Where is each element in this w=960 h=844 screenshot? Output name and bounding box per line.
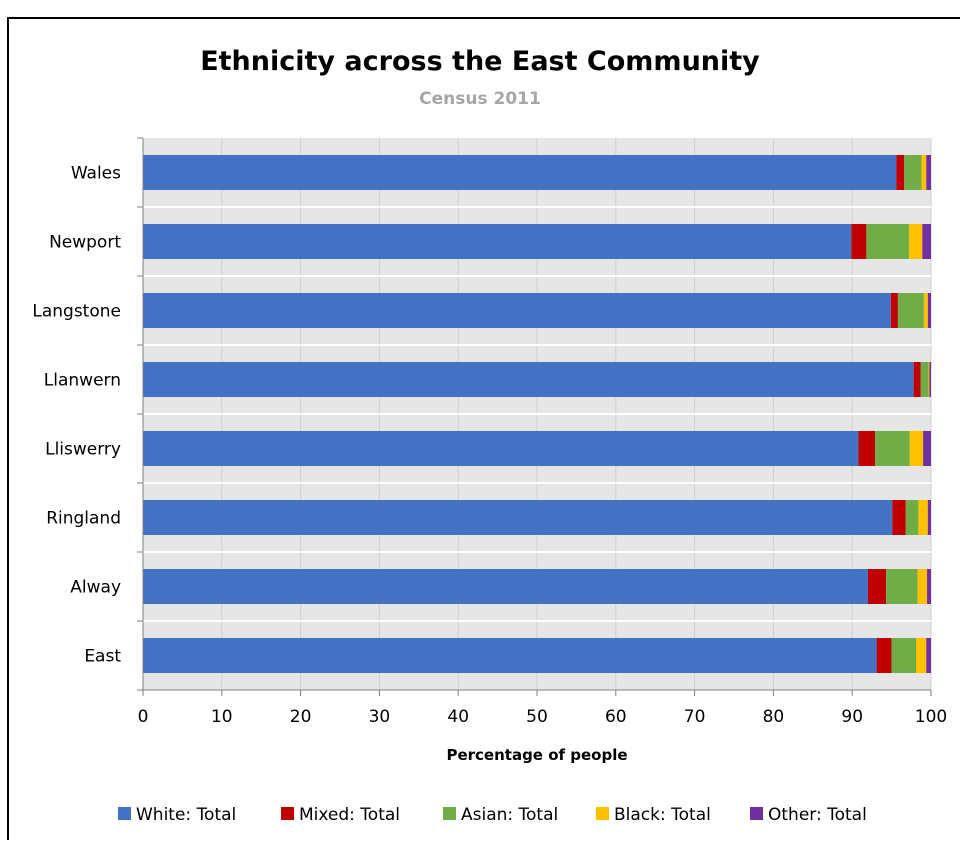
bar-newport-black	[908, 224, 923, 259]
bar-wales-mixed	[896, 155, 905, 190]
chart-subtitle: Census 2011	[419, 89, 541, 109]
bar-alway-white	[143, 569, 868, 604]
x-tick-label-70: 70	[684, 707, 706, 727]
bar-ringland-white	[143, 500, 893, 535]
bar-wales-black	[921, 155, 927, 190]
bar-alway-other	[927, 569, 931, 604]
bar-langstone-black	[923, 293, 928, 328]
bar-llanwern-black	[928, 362, 930, 397]
x-axis-label: Percentage of people	[446, 746, 627, 764]
bar-lliswerry-asian	[875, 431, 910, 466]
legend-label-white: White: Total	[136, 805, 236, 825]
bar-newport-mixed	[851, 224, 867, 259]
bar-newport-other	[922, 224, 931, 259]
bar-alway-asian	[886, 569, 918, 604]
legend-label-other: Other: Total	[768, 805, 867, 825]
y-tick-label-alway: Alway	[70, 578, 121, 598]
bar-east-mixed	[876, 638, 892, 673]
x-tick-label-20: 20	[290, 707, 312, 727]
category-band-separators	[143, 206, 931, 622]
bar-lliswerry-other	[923, 431, 931, 466]
bar-ringland-asian	[905, 500, 919, 535]
bar-llanwern-other	[929, 362, 931, 397]
bar-langstone-white	[143, 293, 891, 328]
x-tick-label-90: 90	[841, 707, 863, 727]
y-tick-label-llanwern: Llanwern	[44, 371, 121, 391]
bar-east-black	[916, 638, 927, 673]
legend-swatch-black	[596, 807, 609, 820]
bar-ringland-black	[918, 500, 928, 535]
y-tick-marks	[137, 137, 143, 691]
bar-newport-white	[143, 224, 852, 259]
x-tick-label-10: 10	[211, 707, 233, 727]
bar-wales-other	[926, 155, 931, 190]
bars	[143, 155, 931, 673]
bar-llanwern-asian	[920, 362, 929, 397]
y-tick-label-newport: Newport	[49, 233, 121, 253]
bar-llanwern-mixed	[913, 362, 921, 397]
y-tick-label-langstone: Langstone	[32, 302, 121, 322]
legend: White: Total Mixed: Total Asian: Total Blac…	[118, 805, 867, 825]
x-tick-marks	[142, 690, 932, 696]
y-tick-label-ringland: Ringland	[46, 509, 121, 529]
x-tick-labels: 0 10 20 30 40 50 60 70 80 90 100	[138, 707, 948, 727]
bar-alway-mixed	[867, 569, 887, 604]
legend-swatch-asian	[443, 807, 456, 820]
bar-ringland-other	[927, 500, 931, 535]
x-tick-label-60: 60	[605, 707, 627, 727]
bar-lliswerry-mixed	[858, 431, 876, 466]
bar-lliswerry-white	[143, 431, 859, 466]
bar-wales-white	[143, 155, 897, 190]
bar-newport-asian	[866, 224, 909, 259]
legend-swatch-other	[750, 807, 763, 820]
legend-swatch-white	[118, 807, 131, 820]
bar-east-asian	[891, 638, 917, 673]
y-tick-labels: Wales Newport Langstone Llanwern Lliswerry Ri…	[32, 164, 121, 667]
x-tick-label-30: 30	[369, 707, 391, 727]
x-tick-label-40: 40	[447, 707, 469, 727]
x-tick-label-50: 50	[526, 707, 548, 727]
bar-alway-black	[917, 569, 928, 604]
y-tick-label-east: East	[84, 647, 121, 667]
x-tick-label-80: 80	[763, 707, 785, 727]
legend-swatch-mixed	[281, 807, 294, 820]
bar-lliswerry-black	[909, 431, 924, 466]
bar-langstone-asian	[897, 293, 924, 328]
bar-langstone-mixed	[890, 293, 898, 328]
x-tick-label-100: 100	[915, 707, 947, 727]
y-tick-label-lliswerry: Lliswerry	[45, 440, 121, 460]
y-tick-label-wales: Wales	[71, 164, 121, 184]
bar-wales-asian	[904, 155, 922, 190]
bar-east-white	[143, 638, 877, 673]
bar-east-other	[926, 638, 931, 673]
chart-title: Ethnicity across the East Community	[200, 46, 760, 77]
legend-label-asian: Asian: Total	[461, 805, 558, 825]
bar-llanwern-white	[143, 362, 914, 397]
bar-ringland-mixed	[892, 500, 906, 535]
legend-label-mixed: Mixed: Total	[299, 805, 400, 825]
legend-label-black: Black: Total	[614, 805, 711, 825]
x-tick-label-0: 0	[138, 707, 149, 727]
bar-langstone-other	[927, 293, 931, 328]
